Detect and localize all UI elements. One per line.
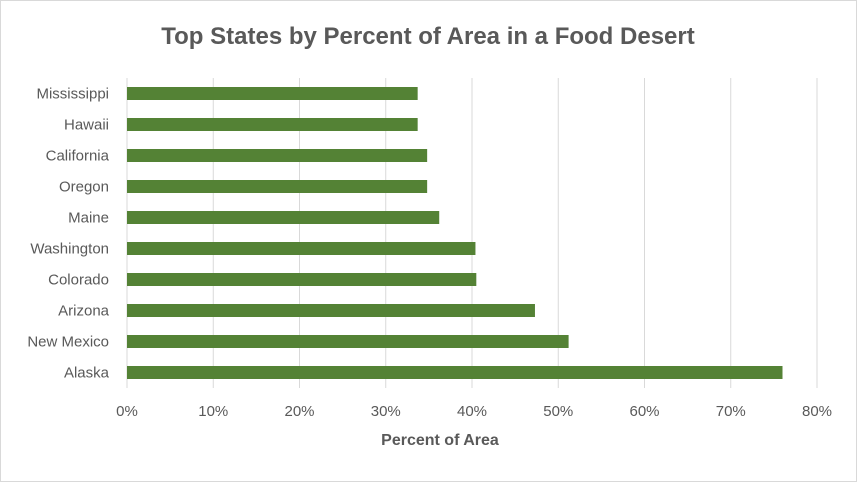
category-label: Washington [30,241,109,258]
category-label: Mississippi [36,86,109,103]
bar [127,211,440,224]
category-label: Maine [68,210,109,227]
category-label: New Mexico [27,334,109,351]
bar [127,149,428,162]
category-label: Oregon [59,179,109,196]
x-axis-title: Percent of Area [381,432,499,449]
x-tick-label: 30% [371,403,401,420]
bar [127,242,476,255]
chart-title: Top States by Percent of Area in a Food … [161,23,694,50]
x-tick-label: 60% [629,403,659,420]
category-label: Alaska [64,365,110,382]
x-tick-label: 50% [543,403,573,420]
x-tick-label: 10% [198,403,228,420]
bar [127,273,477,286]
x-tick-label: 80% [802,403,832,420]
bar [127,180,428,193]
x-tick-label: 20% [284,403,314,420]
bars [127,87,783,379]
category-label: Colorado [48,272,109,289]
bar [127,118,418,131]
bar [127,366,783,379]
category-labels: Mississippi Hawaii California Oregon Maine Wa… [27,86,109,382]
category-label: Hawaii [64,117,109,134]
bar [127,87,418,100]
x-tick-label: 70% [716,403,746,420]
x-tick-labels: 0% 10% 20% 30% 40% 50% 60% 70% 80% [116,403,832,420]
x-tick-label: 0% [116,403,138,420]
bar [127,304,535,317]
category-label: California [46,148,110,165]
x-tick-label: 40% [457,403,487,420]
category-label: Arizona [58,303,110,320]
bar [127,335,569,348]
